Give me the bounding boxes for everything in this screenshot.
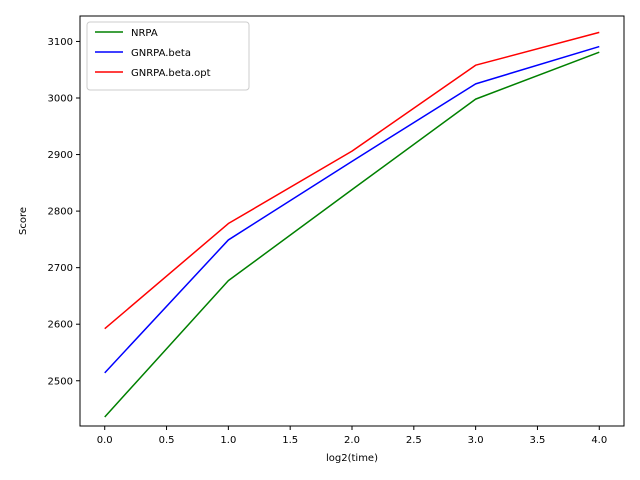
y-tick-label: 2600 [48, 320, 73, 331]
x-tick-label: 2.0 [344, 435, 360, 446]
y-axis: 2500 2600 2700 2800 2900 3000 3100 [48, 37, 80, 387]
x-tick-label: 4.0 [591, 435, 607, 446]
series-layer [104, 31, 600, 418]
legend-label: NRPA [131, 28, 158, 39]
x-axis-label: log2(time) [326, 453, 378, 464]
x-tick-label: 0.0 [97, 435, 113, 446]
legend-box [86, 21, 250, 91]
x-tick-label: 0.5 [159, 435, 175, 446]
x-axis: 0.0 0.5 1.0 1.5 2.0 2.5 3.0 3.5 4.0 [97, 426, 607, 446]
y-tick-label: 2700 [48, 263, 73, 274]
x-tick-label: 3.5 [530, 435, 546, 446]
y-tick-label: 3100 [48, 37, 73, 48]
y-tick-label: 2900 [48, 150, 73, 161]
x-tick-label: 2.5 [406, 435, 422, 446]
legend-label: GNRPA.beta [131, 48, 191, 59]
y-axis-label: Score [18, 207, 29, 235]
x-tick-label: 3.0 [468, 435, 484, 446]
legend-label: GNRPA.beta.opt [131, 68, 211, 79]
x-tick-label: 1.0 [220, 435, 236, 446]
y-tick-label: 2800 [48, 207, 73, 218]
legend: NRPA GNRPA.beta GNRPA.beta.opt [86, 21, 250, 91]
x-tick-label: 1.5 [282, 435, 298, 446]
y-tick-label: 3000 [48, 94, 73, 105]
y-tick-label: 2500 [48, 376, 73, 387]
